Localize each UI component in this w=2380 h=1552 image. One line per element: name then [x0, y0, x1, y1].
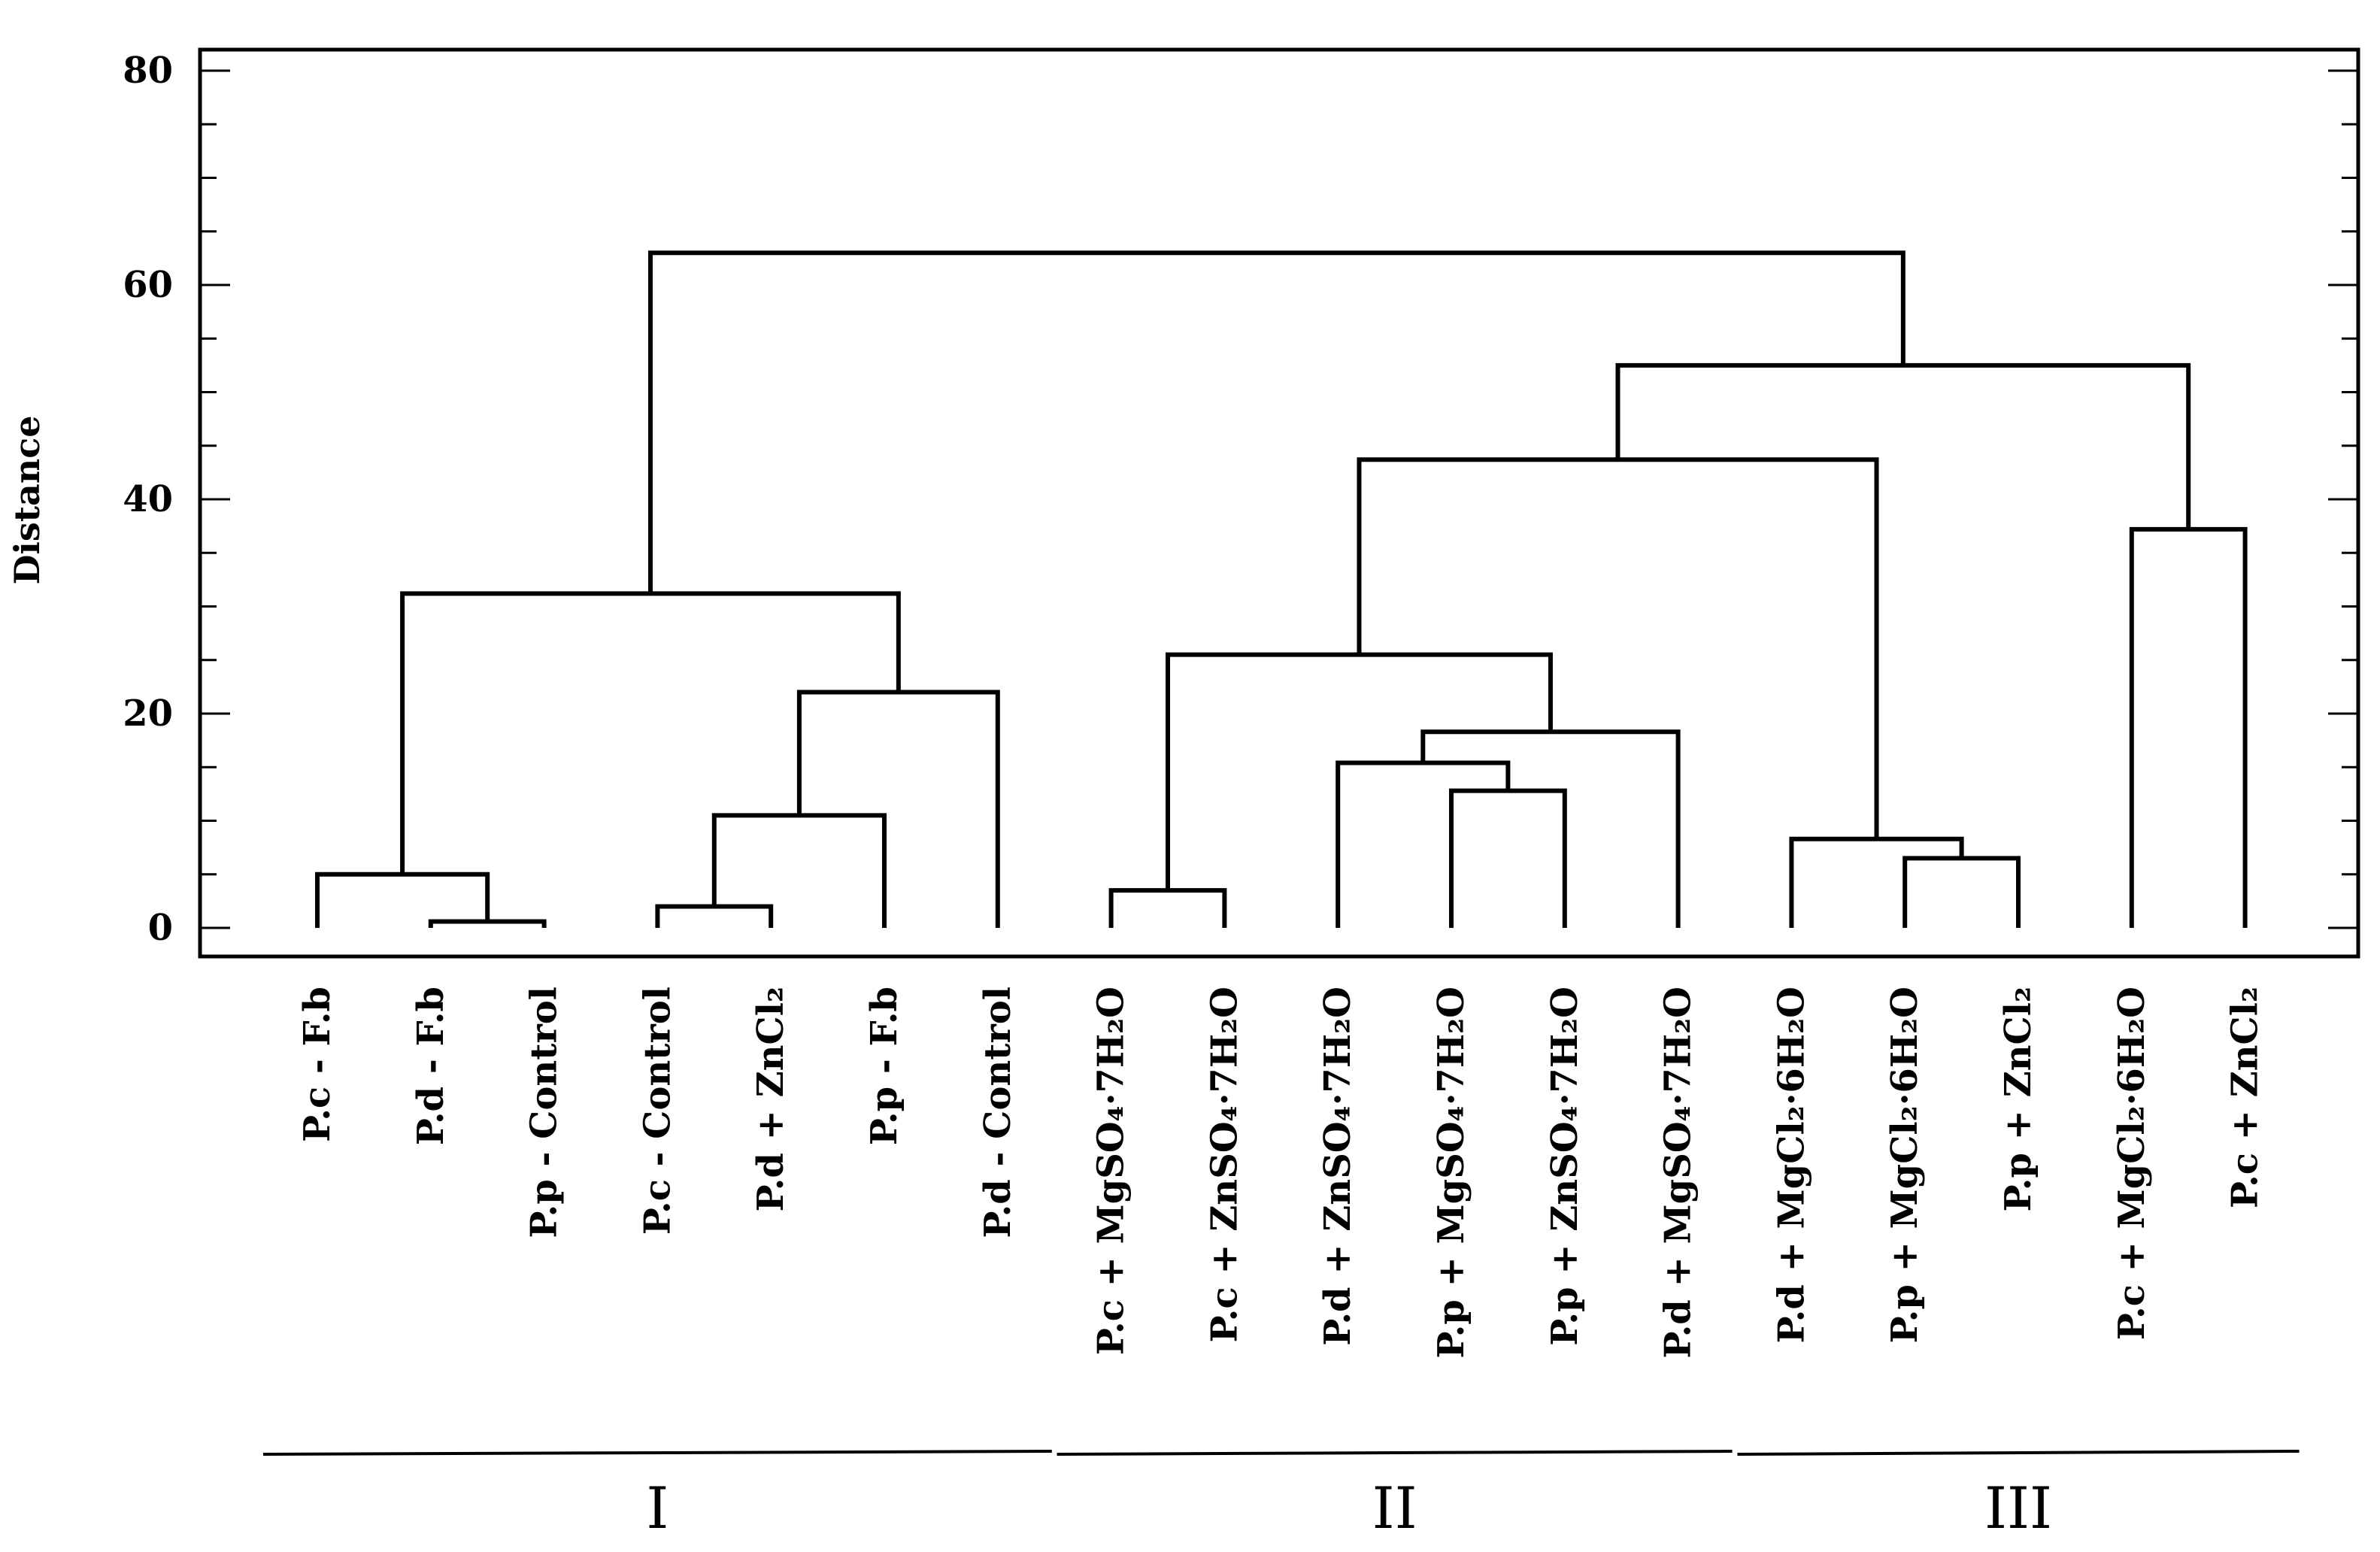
y-tick-label: 40	[123, 478, 173, 520]
dendrogram-link	[428, 919, 547, 928]
y-tick-label: 20	[123, 693, 173, 735]
leaf-label: P.c + MgCl₂·6H₂O	[2111, 987, 2153, 1340]
leaf-label: P.d + ZnSO₄·7H₂O	[1317, 987, 1359, 1346]
plot-frame	[198, 47, 2360, 959]
y-axis-ticks: 0 20 40 60 80	[123, 50, 2358, 949]
dendrogram-link	[1108, 888, 1227, 928]
dendrogram-link	[796, 690, 1000, 928]
leaf-label: P.p + MgCl₂·6H₂O	[1884, 987, 1926, 1344]
dendrogram-link	[1166, 652, 1553, 891]
y-axis-title: Distance	[7, 415, 47, 584]
group-line	[1737, 1450, 2300, 1456]
leaf-label: P.d - F.b	[410, 987, 452, 1145]
leaf-label: P.p - Control	[523, 987, 565, 1238]
group-line	[1057, 1450, 1733, 1456]
cluster-groups: I II III	[262, 1450, 2300, 1541]
leaf-label: P.c + ZnCl₂	[2224, 987, 2266, 1208]
leaf-label: P.p - F.b	[863, 987, 905, 1145]
leaf-label: P.d + MgSO₄·7H₂O	[1657, 987, 1699, 1359]
dendrogram-link	[655, 904, 774, 928]
leaf-label: P.d - Control	[977, 987, 1019, 1238]
dendrogram-link	[400, 591, 901, 875]
leaf-label: P.c - F.b	[296, 987, 338, 1142]
dendrogram-link	[1449, 788, 1567, 928]
dendrogram-link	[1789, 836, 1964, 928]
dendrogram-link	[1357, 457, 1879, 839]
leaf-labels: P.c - F.b P.d - F.b P.p - Control P.c - Con…	[296, 987, 2266, 1359]
y-tick-label: 0	[148, 907, 173, 949]
y-tick-label: 60	[123, 264, 173, 306]
leaf-label: P.p + MgSO₄·7H₂O	[1430, 987, 1472, 1359]
group-label: III	[1984, 1475, 2052, 1541]
leaf-label: P.d + ZnCl₂	[750, 987, 792, 1211]
leaf-label: P.p + ZnSO₄·7H₂O	[1544, 987, 1586, 1346]
dendrogram-link	[2129, 526, 2248, 928]
leaf-label: P.c + MgSO₄·7H₂O	[1090, 987, 1132, 1355]
group-label: II	[1372, 1475, 1417, 1541]
leaf-label: P.c - Control	[636, 987, 678, 1235]
dendrogram-link	[1902, 856, 2021, 928]
leaf-label: P.c + ZnSO₄·7H₂O	[1203, 987, 1245, 1342]
group-line	[262, 1450, 1052, 1456]
dendrogram-link	[647, 250, 1906, 594]
dendrogram-link	[1336, 760, 1511, 928]
dendrogram-link	[1615, 362, 2191, 529]
leaf-label: P.d + MgCl₂·6H₂O	[1770, 987, 1812, 1344]
group-label: I	[646, 1475, 669, 1541]
dendrogram-link	[711, 813, 887, 928]
leaf-label: P.p + ZnCl₂	[1997, 987, 2039, 1211]
y-tick-label: 80	[123, 50, 173, 92]
dendrogram-links	[315, 250, 2248, 928]
